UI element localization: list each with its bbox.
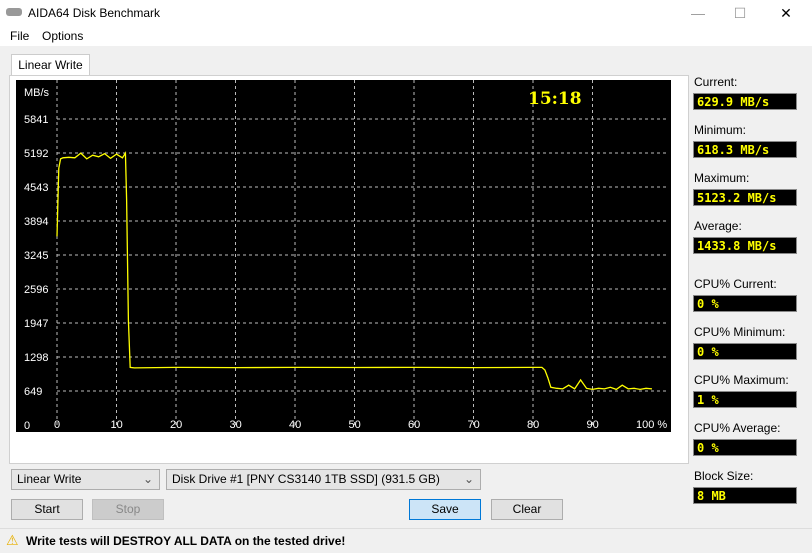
chart-background: [16, 80, 671, 432]
stop-button[interactable]: Stop: [92, 499, 164, 520]
y-tick-label: 3894: [24, 216, 48, 228]
stat-value: 629.9 MB/s: [693, 93, 797, 110]
tab-linear-write[interactable]: Linear Write: [11, 54, 90, 76]
y-tick-label: 2596: [24, 284, 48, 296]
stat-label: Minimum:: [694, 123, 747, 137]
timer: 15:18: [528, 89, 582, 109]
menu-options[interactable]: Options: [42, 29, 84, 43]
x-tick-label: 0: [54, 419, 60, 431]
stat-value: 618.3 MB/s: [693, 141, 797, 158]
y-tick-label: 5841: [24, 114, 48, 126]
write-speed-line: [56, 150, 653, 391]
title-bar: AIDA64 Disk Benchmark — ☐ ✕: [0, 0, 812, 26]
stat-label: CPU% Average:: [694, 421, 781, 435]
stat-value: 1 %: [693, 391, 797, 408]
test-select-value: Linear Write: [17, 472, 82, 486]
x-tick-label: 60: [408, 419, 420, 431]
close-button[interactable]: ✕: [780, 5, 792, 21]
clear-button[interactable]: Clear: [491, 499, 563, 520]
x-tick-label: 90: [587, 419, 599, 431]
drive-select[interactable]: Disk Drive #1 [PNY CS3140 1TB SSD] (931.…: [166, 469, 481, 490]
test-select[interactable]: Linear Write ⌄: [11, 469, 160, 490]
y-tick-label: 3245: [24, 250, 48, 262]
maximize-button[interactable]: ☐: [733, 5, 747, 21]
y-tick-label: 0: [24, 420, 30, 432]
y-tick-label: 4543: [24, 182, 48, 194]
stat-value: 0 %: [693, 343, 797, 360]
x-tick-label: 40: [289, 419, 301, 431]
window-title: AIDA64 Disk Benchmark: [28, 6, 161, 20]
x-tick-label: 50: [349, 419, 361, 431]
stat-label: CPU% Current:: [694, 277, 777, 291]
x-tick-label: 20: [170, 419, 182, 431]
x-tick-label: 100 %: [636, 419, 667, 431]
menu-file[interactable]: File: [10, 29, 30, 43]
y-axis-label: MB/s: [24, 87, 50, 99]
menu-bar: File Options: [0, 26, 812, 46]
y-tick-label: 649: [24, 386, 42, 398]
status-bar: ⚠ Write tests will DESTROY ALL DATA on t…: [0, 528, 812, 553]
stat-value: 8 MB: [693, 487, 797, 504]
warning-icon: ⚠: [6, 532, 19, 548]
stat-label: Maximum:: [694, 171, 750, 185]
start-button[interactable]: Start: [11, 499, 83, 520]
status-text: Write tests will DESTROY ALL DATA on the…: [26, 534, 346, 548]
stat-value: 0 %: [693, 439, 797, 456]
disk-icon: [6, 8, 22, 16]
stat-value: 1433.8 MB/s: [693, 237, 797, 254]
y-tick-label: 1947: [24, 318, 48, 330]
stat-label: CPU% Maximum:: [694, 373, 789, 387]
x-tick-label: 10: [111, 419, 123, 431]
stat-label: Current:: [694, 75, 738, 89]
stat-label: CPU% Minimum:: [694, 325, 786, 339]
stat-label: Block Size:: [694, 469, 754, 483]
x-tick-label: 30: [230, 419, 242, 431]
x-tick-label: 80: [527, 419, 539, 431]
save-button[interactable]: Save: [409, 499, 481, 520]
stat-label: Average:: [694, 219, 742, 233]
y-tick-label: 5192: [24, 148, 48, 160]
minimize-button[interactable]: —: [691, 5, 705, 21]
drive-select-value: Disk Drive #1 [PNY CS3140 1TB SSD] (931.…: [172, 472, 440, 486]
benchmark-chart: 0 649 1298 1947 2596 3245 3894 4543 5192 5841 MB/s…: [16, 80, 671, 432]
chevron-down-icon: ⌄: [142, 472, 153, 486]
chevron-down-icon: ⌄: [463, 472, 474, 486]
y-tick-label: 1298: [24, 352, 48, 364]
stat-value: 5123.2 MB/s: [693, 189, 797, 206]
stat-value: 0 %: [693, 295, 797, 312]
x-tick-label: 70: [468, 419, 480, 431]
